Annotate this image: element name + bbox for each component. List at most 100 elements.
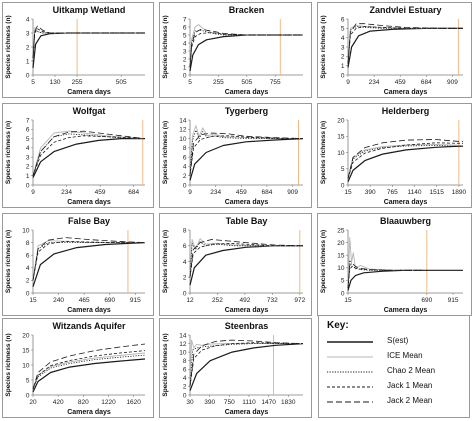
chart-svg: Witzands Aquifer 0 5 10 15 20 20 420 820 1220 1620… — [5, 321, 146, 416]
series-line-jack-2-mean — [32, 130, 146, 176]
series-line-ice-mean — [189, 125, 303, 176]
chart-panel-helderberg: Helderberg 0 5 10 15 20 15 390 765 1140 1515 1890 Ca… — [317, 103, 472, 208]
series-line-s-est — [32, 242, 146, 287]
x-tick-label: 30 — [186, 399, 194, 406]
y-tick-label: 14 — [179, 332, 187, 339]
x-tick-label: 1220 — [101, 399, 116, 406]
y-tick-label: 4 — [183, 259, 187, 266]
chart-svg: Tygerberg 0 2 4 6 8 10 12 14 9 234 459 684 909 Camera … — [162, 106, 304, 206]
y-tick-label: 15 — [337, 134, 345, 141]
series-line-ice-mean — [32, 352, 146, 390]
y-tick-label: 8 — [183, 227, 187, 234]
x-axis-label: Camera days — [67, 89, 111, 96]
y-axis-label: Species richness (n) — [162, 121, 169, 184]
x-tick-label: 5 — [188, 79, 192, 86]
x-tick-label: 1110 — [242, 399, 256, 406]
y-tick-label: 10 — [179, 349, 187, 356]
series-line-jack-2-mean — [347, 139, 464, 179]
y-tick-label: 8 — [183, 358, 187, 365]
y-tick-label: 4 — [26, 265, 30, 272]
y-tick-label: 12 — [179, 341, 187, 348]
y-tick-label: 5 — [341, 166, 345, 173]
x-tick-label: 820 — [78, 399, 89, 406]
chart-svg: False Bay 0 2 4 6 8 10 15 240 465 690 915 Camera day… — [5, 216, 146, 314]
y-tick-label: 0 — [183, 392, 187, 399]
y-tick-label: 12 — [179, 127, 187, 134]
x-axis-label: Camera days — [67, 199, 111, 206]
x-tick-label: 684 — [128, 189, 139, 196]
series-line-s-est — [32, 138, 145, 178]
chart-title: Uitkamp Wetland — [53, 5, 126, 15]
x-tick-label: 459 — [236, 189, 247, 196]
y-tick-label: 0 — [183, 290, 187, 297]
x-tick-label: 459 — [395, 79, 406, 86]
chart-panel-false-bay: False Bay 0 2 4 6 8 10 15 240 465 690 915 Camera day… — [2, 213, 154, 316]
x-axis-label: Camera days — [384, 307, 428, 314]
y-axis-label: Species richness (n) — [162, 333, 169, 396]
y-tick-label: 0 — [26, 72, 30, 79]
chart-title: Zandvlei Estuary — [369, 5, 441, 15]
series-line-jack-1-mean — [189, 342, 304, 387]
legend-swatch — [327, 401, 373, 403]
chart-title: Helderberg — [382, 106, 430, 116]
chart-title: False Bay — [68, 216, 110, 226]
legend-label: S(est) — [387, 336, 409, 345]
axis-lines — [32, 120, 145, 186]
series-line-chao-2-mean — [189, 29, 303, 68]
x-tick-label: 1470 — [261, 399, 276, 406]
y-tick-label: 20 — [337, 117, 345, 124]
x-axis-label: Camera days — [225, 199, 269, 206]
y-tick-label: 2 — [183, 173, 187, 180]
x-tick-label: 1515 — [429, 189, 444, 196]
y-tick-label: 5 — [26, 377, 30, 384]
axis-lines — [189, 230, 303, 294]
y-tick-label: 5 — [341, 278, 345, 285]
x-tick-label: 505 — [241, 79, 252, 86]
y-tick-label: 10 — [179, 136, 187, 143]
y-tick-label: 8 — [26, 240, 30, 247]
y-tick-label: 2 — [183, 384, 187, 391]
y-tick-label: 4 — [26, 16, 30, 23]
series-line-s-est — [347, 145, 464, 183]
legend-swatch — [327, 356, 373, 358]
series-line-chao-2-mean — [347, 259, 423, 289]
series-line-jack-2-mean — [32, 25, 145, 59]
y-tick-label: 3 — [183, 48, 187, 55]
x-tick-label: 20 — [29, 399, 37, 406]
x-tick-label: 5 — [31, 79, 35, 86]
series-line-chao-2-mean — [32, 29, 145, 62]
y-axis-label: Species richness (n) — [320, 15, 327, 78]
y-tick-label: 0 — [183, 182, 187, 189]
x-tick-label: 972 — [294, 297, 305, 304]
series-line-ice-mean — [189, 24, 303, 68]
x-tick-label: 1890 — [452, 189, 467, 196]
series-line-chao-2-mean — [189, 343, 303, 387]
x-tick-label: 909 — [447, 79, 458, 86]
y-tick-label: 6 — [26, 253, 30, 260]
y-tick-label: 2 — [183, 275, 187, 282]
x-tick-label: 909 — [287, 189, 298, 196]
y-tick-label: 0 — [341, 290, 345, 297]
series-line-jack-2-mean — [189, 132, 304, 176]
y-axis-label: Species richness (n) — [5, 230, 12, 293]
series-line-s-est — [32, 358, 146, 393]
x-tick-label: 15 — [344, 189, 352, 196]
x-tick-label: 12 — [186, 297, 194, 304]
y-tick-label: 25 — [337, 227, 345, 234]
series-line-ice-mean — [189, 238, 303, 278]
legend-label: Jack 1 Mean — [387, 381, 433, 390]
y-tick-label: 6 — [26, 127, 30, 134]
legend-item: S(est) — [325, 336, 465, 347]
y-tick-label: 5 — [341, 26, 345, 33]
y-tick-label: 20 — [337, 240, 345, 247]
series-line-s-est — [189, 343, 304, 391]
y-tick-label: 6 — [183, 154, 187, 161]
series-line-chao-2-mean — [347, 26, 463, 64]
chart-panel-wolfgat: Wolfgat 0 1 2 3 4 5 6 7 9 234 459 684 Camera days Spec… — [2, 103, 154, 208]
x-tick-label: 1140 — [408, 189, 422, 196]
y-tick-label: 6 — [341, 16, 345, 23]
